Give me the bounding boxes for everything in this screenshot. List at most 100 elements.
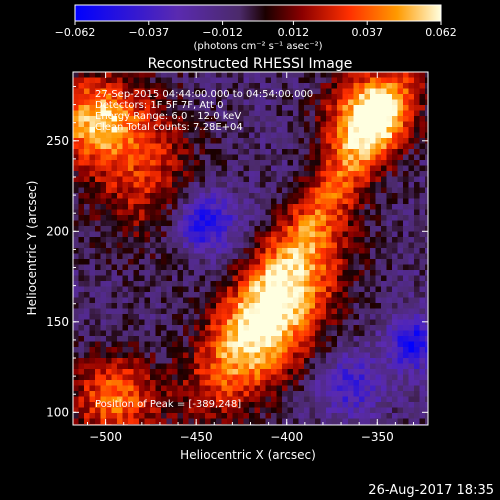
- heatmap-cell: [205, 347, 211, 353]
- heatmap-cell: [315, 330, 321, 337]
- heatmap-cell: [117, 325, 123, 331]
- heatmap-cell: [271, 407, 277, 414]
- heatmap-cell: [243, 374, 250, 381]
- heatmap-cell: [403, 380, 409, 386]
- heatmap-cell: [425, 281, 428, 287]
- heatmap-cell: [100, 220, 107, 227]
- heatmap-cell: [194, 347, 200, 353]
- heatmap-cell: [309, 396, 316, 403]
- heatmap-cell: [100, 314, 107, 320]
- heatmap-cell: [183, 149, 189, 155]
- heatmap-cell: [205, 138, 211, 144]
- heatmap-cell: [326, 286, 332, 293]
- heatmap-cell: [177, 171, 184, 177]
- heatmap-cell: [117, 352, 123, 359]
- heatmap-cell: [177, 286, 184, 293]
- heatmap-cell: [309, 231, 316, 238]
- heatmap-cell: [199, 187, 206, 194]
- heatmap-cell: [161, 99, 167, 106]
- heatmap-cell: [293, 204, 299, 210]
- heatmap-cell: [89, 94, 96, 100]
- heatmap-cell: [353, 160, 360, 166]
- heatmap-cell: [403, 396, 409, 403]
- heatmap-cell: [419, 165, 426, 172]
- heatmap-cell: [397, 116, 404, 122]
- heatmap-cell: [232, 94, 239, 100]
- heatmap-cell: [304, 242, 310, 249]
- heatmap-cell: [106, 187, 112, 194]
- heatmap-cell: [144, 352, 151, 359]
- heatmap-cell: [221, 231, 228, 238]
- heatmap-cell: [320, 407, 327, 414]
- heatmap-cell: [100, 275, 107, 282]
- heatmap-cell: [304, 99, 310, 106]
- heatmap-cell: [232, 292, 239, 298]
- heatmap-cell: [177, 143, 184, 150]
- heatmap-cell: [161, 209, 167, 216]
- heatmap-cell: [210, 94, 217, 100]
- heatmap-cell: [282, 407, 288, 414]
- heatmap-cell: [425, 319, 428, 326]
- heatmap-cell: [84, 226, 90, 232]
- heatmap-cell: [183, 132, 189, 139]
- heatmap-cell: [221, 358, 228, 364]
- heatmap-cell: [216, 407, 222, 414]
- heatmap-cell: [282, 99, 288, 106]
- heatmap-cell: [386, 325, 393, 331]
- heatmap-cell: [287, 281, 294, 287]
- heatmap-cell: [232, 347, 239, 353]
- heatmap-cell: [315, 99, 321, 106]
- heatmap-cell: [353, 330, 360, 337]
- heatmap-cell: [282, 253, 288, 260]
- heatmap-cell: [205, 237, 211, 243]
- heatmap-cell: [188, 297, 195, 304]
- heatmap-cell: [78, 330, 85, 337]
- heatmap-cell: [78, 198, 85, 205]
- heatmap-cell: [221, 187, 228, 194]
- heatmap-cell: [221, 127, 228, 133]
- heatmap-cell: [150, 369, 156, 375]
- heatmap-cell: [100, 341, 107, 348]
- heatmap-cell: [392, 187, 398, 194]
- heatmap-cell: [238, 220, 244, 227]
- heatmap-cell: [260, 198, 266, 205]
- heatmap-cell: [397, 154, 404, 161]
- heatmap-cell: [304, 336, 310, 342]
- heatmap-cell: [408, 319, 415, 326]
- heatmap-cell: [183, 193, 189, 199]
- heatmap-cell: [205, 319, 211, 326]
- heatmap-cell: [161, 253, 167, 260]
- heatmap-cell: [353, 275, 360, 282]
- heatmap-cell: [419, 358, 426, 364]
- heatmap-cell: [320, 110, 327, 117]
- heatmap-cell: [238, 391, 244, 397]
- heatmap-cell: [238, 330, 244, 337]
- heatmap-cell: [392, 347, 398, 353]
- heatmap-cell: [117, 314, 123, 320]
- heatmap-cell: [177, 347, 184, 353]
- heatmap-cell: [122, 281, 129, 287]
- heatmap-cell: [166, 165, 173, 172]
- heatmap-cell: [320, 248, 327, 254]
- heatmap-cell: [199, 303, 206, 309]
- heatmap-cell: [364, 308, 371, 315]
- heatmap-cell: [287, 220, 294, 227]
- heatmap-cell: [122, 374, 129, 381]
- heatmap-cell: [166, 138, 173, 144]
- heatmap-cell: [210, 330, 217, 337]
- heatmap-cell: [111, 83, 118, 89]
- heatmap-cell: [166, 204, 173, 210]
- heatmap-cell: [320, 303, 327, 309]
- heatmap-cell: [414, 286, 420, 293]
- heatmap-cell: [122, 94, 129, 100]
- heatmap-cell: [177, 352, 184, 359]
- heatmap-cell: [397, 94, 404, 100]
- heatmap-cell: [265, 281, 272, 287]
- heatmap-cell: [282, 330, 288, 337]
- heatmap-cell: [381, 308, 387, 315]
- heatmap-cell: [188, 231, 195, 238]
- heatmap-cell: [100, 209, 107, 216]
- heatmap-cell: [364, 347, 371, 353]
- heatmap-cell: [221, 105, 228, 111]
- heatmap-cell: [172, 253, 178, 260]
